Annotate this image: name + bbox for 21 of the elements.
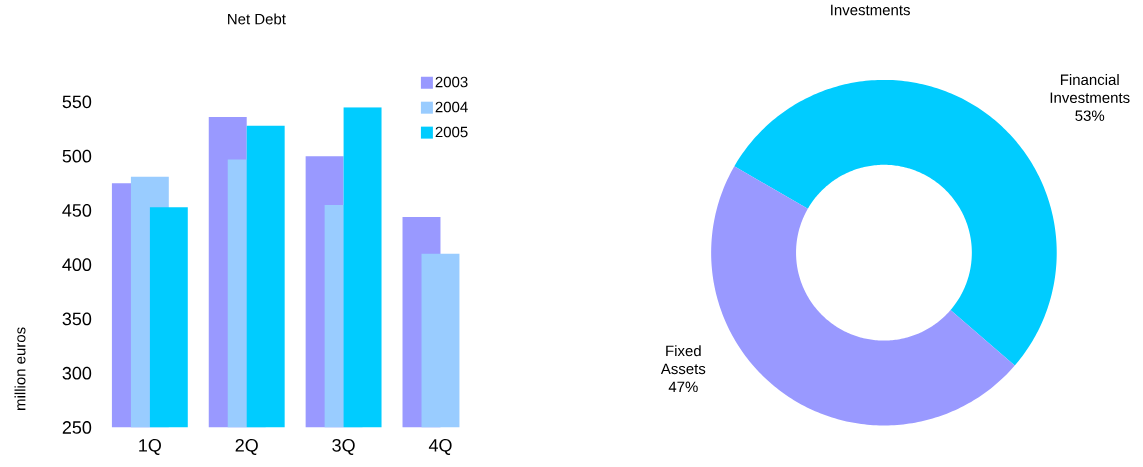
legend-label: 2003 <box>435 76 468 88</box>
y-axis-title: million euros <box>14 327 26 410</box>
y-tick-label: 550 <box>62 95 92 109</box>
y-tick-label: 250 <box>62 420 92 434</box>
slice-label: Fixed Assets <box>660 344 706 374</box>
y-tick-label: 500 <box>62 149 92 163</box>
x-tick-label: 1Q <box>139 438 161 455</box>
legend-label: 2004 <box>435 101 468 113</box>
slice-label: Financial Investments <box>1050 73 1130 103</box>
y-tick-label: 400 <box>62 258 92 271</box>
data-label: 47% <box>668 381 698 392</box>
x-tick-label: 2Q <box>235 438 258 455</box>
data-label: 53% <box>1075 110 1105 121</box>
chart-title: Net Debt <box>228 13 286 25</box>
legend-label: 2005 <box>435 126 468 138</box>
y-tick-label: 350 <box>62 312 92 326</box>
x-tick-label: 3Q <box>332 438 355 455</box>
y-tick-label: 300 <box>62 366 92 380</box>
chart-title: Investments <box>831 4 910 16</box>
x-tick-label: 4Q <box>428 438 452 455</box>
y-tick-label: 450 <box>62 203 92 217</box>
